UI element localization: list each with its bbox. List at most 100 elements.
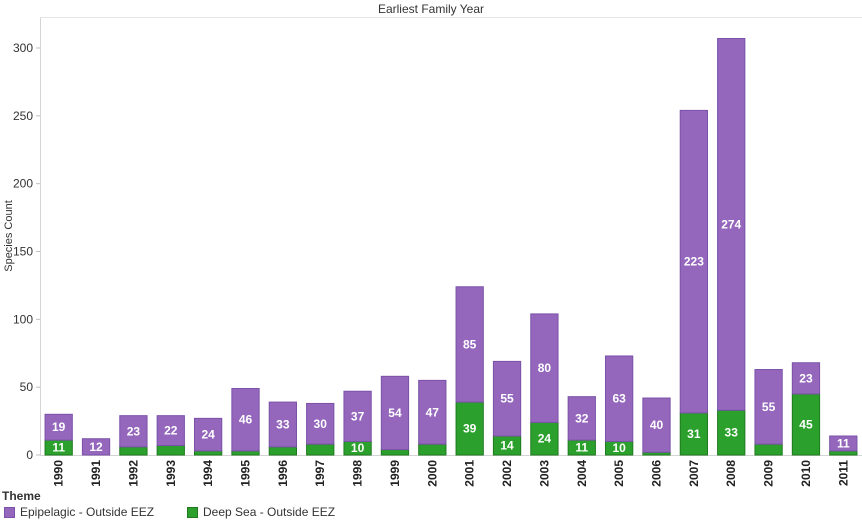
bar-epipelagic-2003[interactable] — [530, 313, 559, 423]
bar-deep-sea-2007[interactable] — [679, 412, 709, 456]
data-label-epipelagic-1991: 12 — [89, 440, 103, 454]
bar-deep-sea-1994[interactable] — [193, 450, 223, 456]
y-tick-label: 0 — [26, 448, 33, 462]
bar-stack-2006[interactable]: 40 — [642, 397, 671, 456]
bar-stack-2007[interactable]: 31 223 — [679, 109, 709, 456]
bar-stack-2005[interactable]: 10 63 — [604, 355, 634, 456]
legend-label-epipelagic: Epipelagic - Outside EEZ — [20, 505, 155, 519]
x-tick-label: 2004 — [575, 460, 589, 487]
bar-epipelagic-1994[interactable] — [193, 417, 223, 452]
bar-epipelagic-2009[interactable] — [754, 369, 783, 445]
bar-deep-sea-1997[interactable] — [306, 443, 335, 456]
legend-item-deep-sea[interactable]: Deep Sea - Outside EEZ — [187, 505, 335, 519]
bar-deep-sea-2003[interactable] — [530, 421, 559, 456]
bar-deep-sea-2000[interactable] — [418, 443, 447, 456]
bar-deep-sea-1995[interactable] — [231, 450, 260, 456]
y-tick-label: 100 — [13, 312, 33, 326]
bar-stack-2010[interactable]: 45 23 — [791, 362, 821, 456]
x-tick-label: 2007 — [687, 460, 701, 487]
bar-epipelagic-1996[interactable] — [268, 401, 298, 448]
data-label-deep-sea-2001: 39 — [463, 422, 477, 436]
data-label-epipelagic-2002: 55 — [500, 392, 514, 406]
data-label-epipelagic-2004: 32 — [575, 411, 589, 425]
bar-stack-1993[interactable]: 22 — [156, 415, 185, 456]
bar-epipelagic-2007[interactable] — [679, 109, 709, 414]
legend-label-deep-sea: Deep Sea - Outside EEZ — [203, 505, 336, 519]
bar-epipelagic-1993[interactable] — [156, 415, 185, 447]
bar-stack-2002[interactable]: 14 55 — [492, 360, 522, 456]
legend: Theme Epipelagic - Outside EEZ Deep Sea … — [0, 489, 862, 529]
bar-stack-1991[interactable]: 12 — [81, 438, 111, 456]
bar-deep-sea-2001[interactable] — [455, 401, 484, 456]
data-label-deep-sea-2004: 11 — [575, 441, 588, 455]
bar-epipelagic-2006[interactable] — [642, 397, 671, 453]
bar-epipelagic-2002[interactable] — [492, 360, 522, 437]
legend-swatch-deep-sea — [187, 506, 198, 518]
bar-stack-1995[interactable]: 46 — [231, 388, 260, 456]
data-label-deep-sea-2008: 33 — [725, 426, 739, 440]
data-label-epipelagic-2003: 80 — [538, 361, 552, 375]
bar-stack-2011[interactable]: 11 — [829, 435, 858, 456]
bars-group: 11 19 12 23 22 24 46 33 30 10 37 54 47 39 85 14 55 24 80 11… — [44, 38, 858, 456]
bar-epipelagic-2001[interactable] — [455, 286, 484, 403]
y-tick-label: 300 — [13, 41, 33, 55]
data-label-epipelagic-1993: 22 — [164, 424, 178, 438]
x-tick-label: 2006 — [650, 460, 664, 487]
data-label-epipelagic-2007: 223 — [684, 255, 704, 269]
bar-epipelagic-1995[interactable] — [231, 388, 260, 452]
legend-item-epipelagic[interactable]: Epipelagic - Outside EEZ — [4, 505, 154, 519]
y-axis-label: Species Count — [3, 200, 15, 272]
bar-stack-1997[interactable]: 30 — [306, 402, 335, 456]
bar-stack-2003[interactable]: 24 80 — [530, 313, 559, 456]
x-tick-label: 1999 — [388, 460, 402, 487]
bar-stack-1992[interactable]: 23 — [119, 415, 148, 456]
data-label-epipelagic-2001: 85 — [463, 337, 477, 351]
y-axis-ticks: 0 50 100 150 200 250 300 — [13, 41, 40, 462]
x-tick-label: 2000 — [425, 460, 439, 487]
data-label-epipelagic-2008: 274 — [721, 217, 741, 231]
bar-epipelagic-2000[interactable] — [418, 379, 447, 445]
bar-stack-2008[interactable]: 33 274 — [717, 38, 746, 456]
bar-stack-2001[interactable]: 39 85 — [455, 286, 484, 456]
bar-epipelagic-1992[interactable] — [119, 415, 148, 448]
bar-stack-1999[interactable]: 54 — [380, 375, 410, 456]
bar-stack-1996[interactable]: 33 — [268, 401, 298, 456]
bar-epipelagic-2008[interactable] — [717, 38, 746, 411]
x-axis-ticks: 1990 1991 1992 1993 1994 1995 1996 1997 1998 1999… — [52, 460, 851, 487]
x-tick-label: 1995 — [239, 460, 253, 487]
bar-stack-1990[interactable]: 11 19 — [44, 413, 73, 456]
x-tick-label: 2001 — [463, 460, 477, 487]
bar-epipelagic-1991[interactable] — [81, 438, 111, 456]
bar-stack-2000[interactable]: 47 — [418, 379, 447, 456]
x-tick-label: 1998 — [351, 460, 365, 487]
bar-deep-sea-1993[interactable] — [156, 445, 185, 456]
bar-epipelagic-2004[interactable] — [567, 396, 596, 441]
bar-deep-sea-1992[interactable] — [119, 446, 148, 456]
bar-epipelagic-1990[interactable] — [44, 413, 73, 441]
bar-stack-1998[interactable]: 10 37 — [343, 390, 372, 456]
bar-epipelagic-2005[interactable] — [604, 355, 634, 442]
x-tick-label: 1992 — [126, 460, 140, 487]
y-tick-label: 250 — [13, 109, 33, 123]
data-label-epipelagic-2005: 63 — [612, 392, 626, 406]
bar-epipelagic-2010[interactable] — [791, 362, 821, 395]
bar-epipelagic-2011[interactable] — [829, 435, 858, 452]
data-label-epipelagic-1990: 19 — [52, 420, 66, 434]
bar-stack-2009[interactable]: 55 — [754, 369, 783, 456]
bar-stack-1994[interactable]: 24 — [193, 417, 223, 456]
bar-deep-sea-2011[interactable] — [829, 450, 858, 456]
bar-epipelagic-1997[interactable] — [306, 402, 335, 445]
bar-deep-sea-2010[interactable] — [791, 393, 821, 456]
data-label-epipelagic-2006: 40 — [650, 418, 664, 432]
bar-epipelagic-1999[interactable] — [380, 375, 410, 451]
bar-deep-sea-1999[interactable] — [380, 449, 410, 456]
bar-deep-sea-1996[interactable] — [268, 446, 298, 456]
x-tick-label: 1996 — [276, 460, 290, 487]
legend-swatch-epipelagic — [4, 506, 15, 518]
chart-title: Earliest Family Year — [378, 2, 484, 16]
x-tick-label: 1991 — [89, 460, 103, 487]
bar-deep-sea-2009[interactable] — [754, 443, 783, 456]
bar-stack-2004[interactable]: 11 32 — [567, 396, 596, 456]
bar-epipelagic-1998[interactable] — [343, 390, 372, 442]
bar-deep-sea-2008[interactable] — [717, 409, 746, 456]
